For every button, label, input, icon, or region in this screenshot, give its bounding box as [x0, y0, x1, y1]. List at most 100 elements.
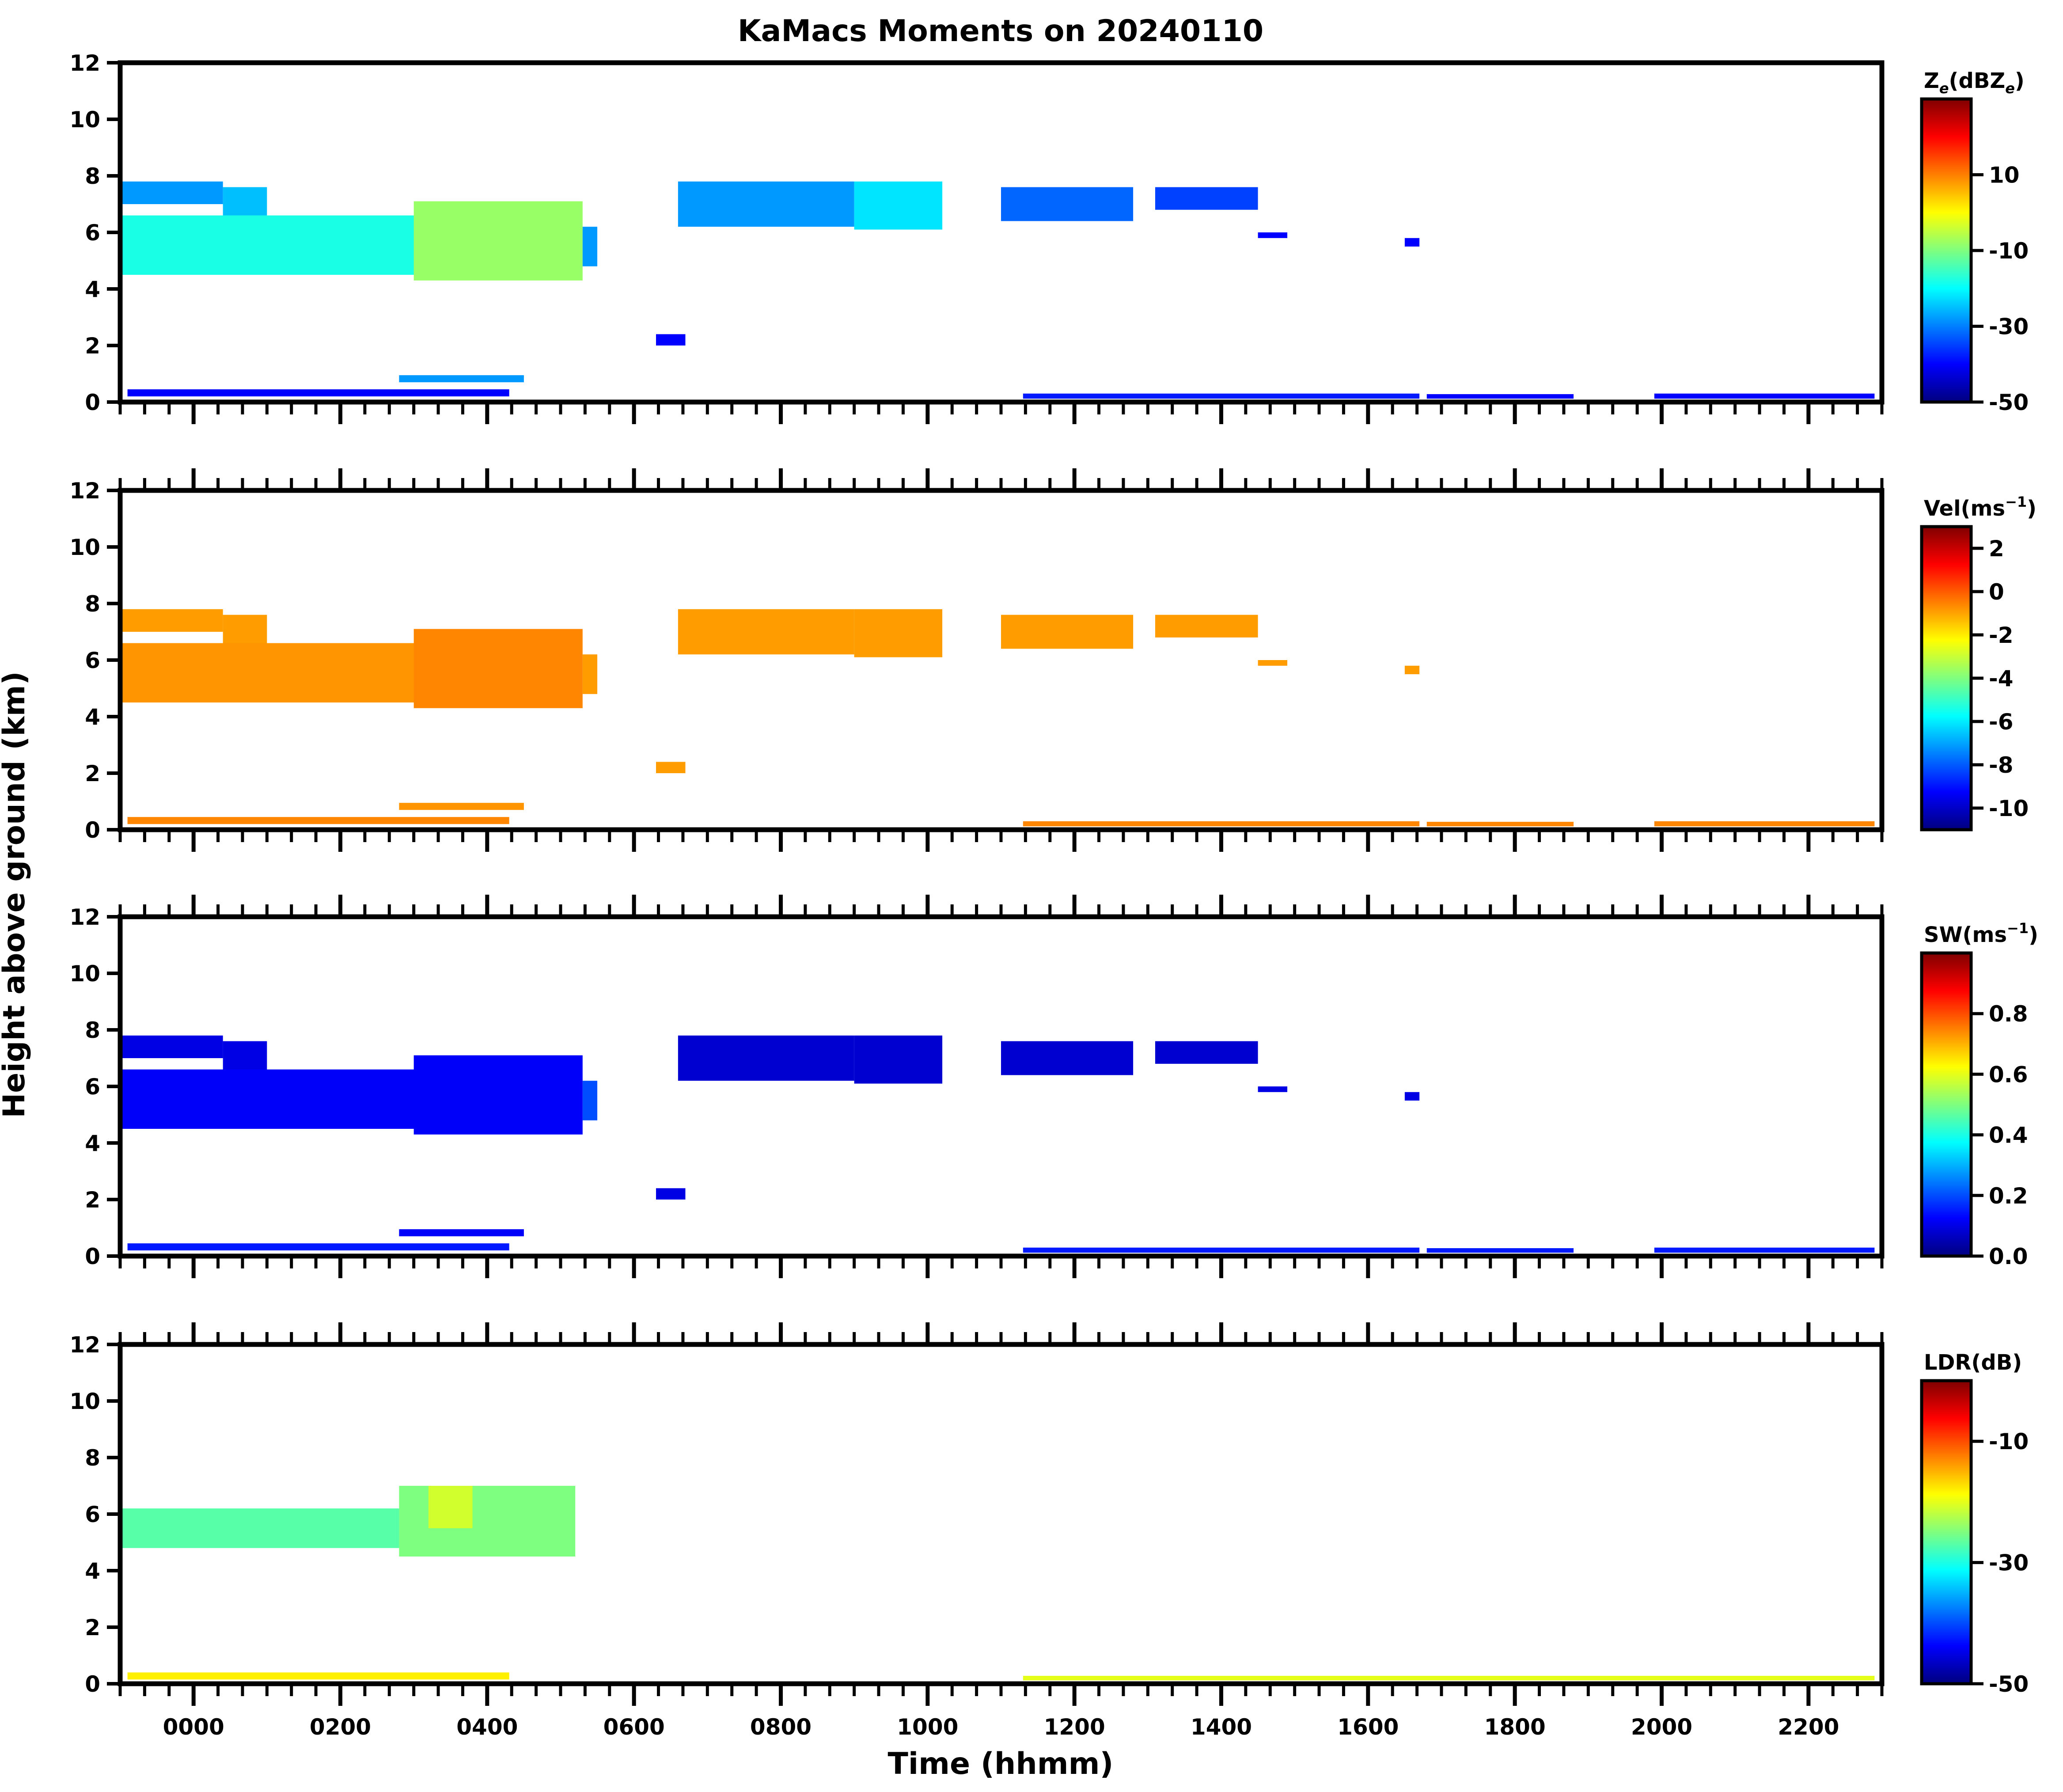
colorbar-tick-label: -10 [1989, 796, 2029, 821]
echo-cell [1001, 615, 1134, 649]
echo-cell [1426, 394, 1574, 399]
echo-cell [1001, 1041, 1134, 1075]
y-tick-label: 8 [85, 1445, 100, 1471]
x-tick-label: 1800 [1484, 1714, 1546, 1740]
colorbar-label: Vel(ms−1) [1924, 494, 2036, 521]
echo-cell [1155, 187, 1258, 210]
y-tick-label: 10 [69, 535, 100, 560]
x-tick-label: 0800 [750, 1714, 812, 1740]
y-tick-label: 10 [69, 961, 100, 987]
colorbar-tick-label: -6 [1989, 709, 2014, 735]
echo-cell [120, 181, 223, 204]
colorbar-tick-label: -2 [1989, 623, 2014, 648]
y-tick-label: 2 [85, 333, 100, 359]
y-tick-label: 8 [85, 1017, 100, 1043]
colorbar-tick-label: 0 [1989, 579, 2004, 605]
y-tick-label: 0 [85, 817, 100, 843]
echo-layer [120, 1486, 1875, 1681]
echo-cell [120, 1508, 399, 1548]
y-tick-label: 12 [69, 50, 100, 76]
echo-cell [127, 1672, 509, 1680]
colorbar-tick-label: -50 [1989, 390, 2029, 415]
echo-cell [1001, 187, 1134, 221]
colorbar-tick-label: 2 [1989, 536, 2004, 562]
echo-cell [678, 181, 854, 227]
colorbar-tick-label: 0.0 [1989, 1244, 2028, 1269]
echo-cell [1258, 232, 1288, 238]
echo-layer [120, 609, 1875, 827]
y-tick-label: 12 [69, 1332, 100, 1358]
x-tick-label: 2000 [1631, 1714, 1692, 1740]
x-tick-label: 0200 [310, 1714, 371, 1740]
echo-cell [127, 389, 509, 397]
echo-cell [854, 181, 943, 230]
echo-layer [120, 1035, 1875, 1253]
colorbar-tick-label: -50 [1989, 1671, 2029, 1697]
y-tick-label: 4 [85, 277, 100, 302]
echo-cell [127, 817, 509, 824]
echo-cell [582, 1081, 598, 1120]
y-tick-label: 6 [85, 1074, 100, 1100]
colorbar-label: LDR(dB) [1924, 1350, 2022, 1375]
y-tick-label: 6 [85, 1502, 100, 1527]
colorbar-tick-label: 0.2 [1989, 1183, 2028, 1209]
colorbar [1920, 951, 1973, 1258]
y-tick-label: 2 [85, 761, 100, 786]
echo-cell [127, 1243, 509, 1251]
y-tick-label: 0 [85, 1671, 100, 1697]
colorbar-label: Ze(dBZe) [1924, 68, 2025, 97]
echo-cell [1023, 1676, 1875, 1681]
y-tick-label: 0 [85, 390, 100, 415]
colorbar-tick-label: -8 [1989, 752, 2014, 778]
echo-cell [1654, 1247, 1875, 1253]
colorbar [1920, 97, 1973, 404]
colorbar-tick-label: 0.6 [1989, 1062, 2028, 1087]
y-axis-label: Height above ground (km) [0, 671, 32, 1118]
y-tick-label: 4 [85, 1131, 100, 1156]
echo-cell [582, 227, 598, 266]
colorbar-tick-label: -4 [1989, 666, 2014, 691]
echo-cell [1023, 1247, 1420, 1253]
colorbar-tick-label: -30 [1989, 1550, 2029, 1576]
echo-cell [413, 1055, 583, 1135]
panel-z: 0 2 4 6 8 10 12 10 -10 -30 -50 Ze(dBZe) [69, 50, 2029, 424]
y-tick-label: 12 [69, 478, 100, 504]
colorbar-tick-label: -10 [1989, 1429, 2029, 1454]
colorbar-tick-label: -30 [1989, 314, 2029, 340]
echo-cell [1404, 665, 1420, 674]
x-axis-label: Time (hhmm) [887, 1746, 1113, 1781]
echo-cell [1155, 1041, 1258, 1064]
x-tick-label: 1200 [1044, 1714, 1105, 1740]
echo-cell [1404, 1092, 1420, 1101]
echo-cell [1023, 821, 1420, 827]
echo-cell [1258, 660, 1288, 666]
echo-layer [120, 181, 1875, 399]
echo-cell [120, 609, 223, 632]
y-tick-label: 2 [85, 1615, 100, 1640]
echo-cell [1155, 615, 1258, 638]
echo-cell [656, 762, 686, 773]
y-tick-label: 8 [85, 163, 100, 189]
echo-cell [678, 1035, 854, 1081]
echo-cell [582, 654, 598, 694]
echo-cell [656, 334, 686, 345]
echo-cell [399, 1486, 576, 1557]
echo-cell [656, 1188, 686, 1200]
colorbar [1920, 525, 1973, 831]
colorbar-tick-label: 10 [1989, 163, 2020, 188]
y-tick-label: 4 [85, 1558, 100, 1584]
x-tick-label: 0000 [163, 1714, 224, 1740]
x-tick-label: 1400 [1191, 1714, 1252, 1740]
y-tick-label: 10 [69, 1389, 100, 1414]
panel-vel: 0 2 4 6 8 10 12 2 0 -2 -4 -6 -8 -10 Vel(ms−1) [69, 468, 2036, 852]
panels: 0 2 4 6 8 10 12 10 -10 -30 -50 Ze(dBZe) 0 2 4 6 8 10 12 2 0 -… [69, 50, 2038, 1740]
y-tick-label: 6 [85, 648, 100, 673]
echo-cell [120, 1035, 223, 1058]
colorbar-label: SW(ms−1) [1924, 920, 2038, 947]
echo-cell [854, 1035, 943, 1084]
x-tick-label: 1000 [897, 1714, 958, 1740]
echo-cell [399, 803, 524, 810]
panel-ldr: 0 2 4 6 8 10 12 0000 0200 0400 0600 0800 1000 1200 140… [69, 1322, 2029, 1740]
x-tick-label: 1600 [1337, 1714, 1399, 1740]
